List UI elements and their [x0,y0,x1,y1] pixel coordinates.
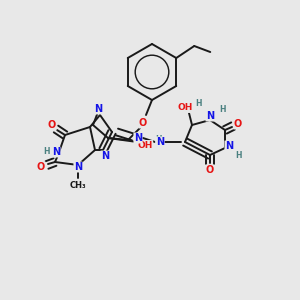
Text: OH: OH [137,140,153,149]
Text: N: N [101,151,109,161]
Text: N: N [94,104,102,114]
Text: O: O [48,120,56,130]
Text: H: H [236,152,242,160]
Text: OH: OH [177,103,193,112]
Text: N: N [225,141,233,151]
Text: N: N [134,133,142,143]
Text: H: H [43,146,49,155]
Text: O: O [139,118,147,128]
Text: O: O [206,165,214,175]
Text: H: H [196,98,202,107]
Text: O: O [37,162,45,172]
Text: N: N [74,162,82,172]
Text: N: N [52,147,60,157]
Text: H: H [156,136,162,145]
Text: O: O [234,119,242,129]
Text: CH₃: CH₃ [70,181,86,190]
Text: H: H [219,106,225,115]
Text: N: N [206,111,214,121]
Text: N: N [156,137,164,147]
